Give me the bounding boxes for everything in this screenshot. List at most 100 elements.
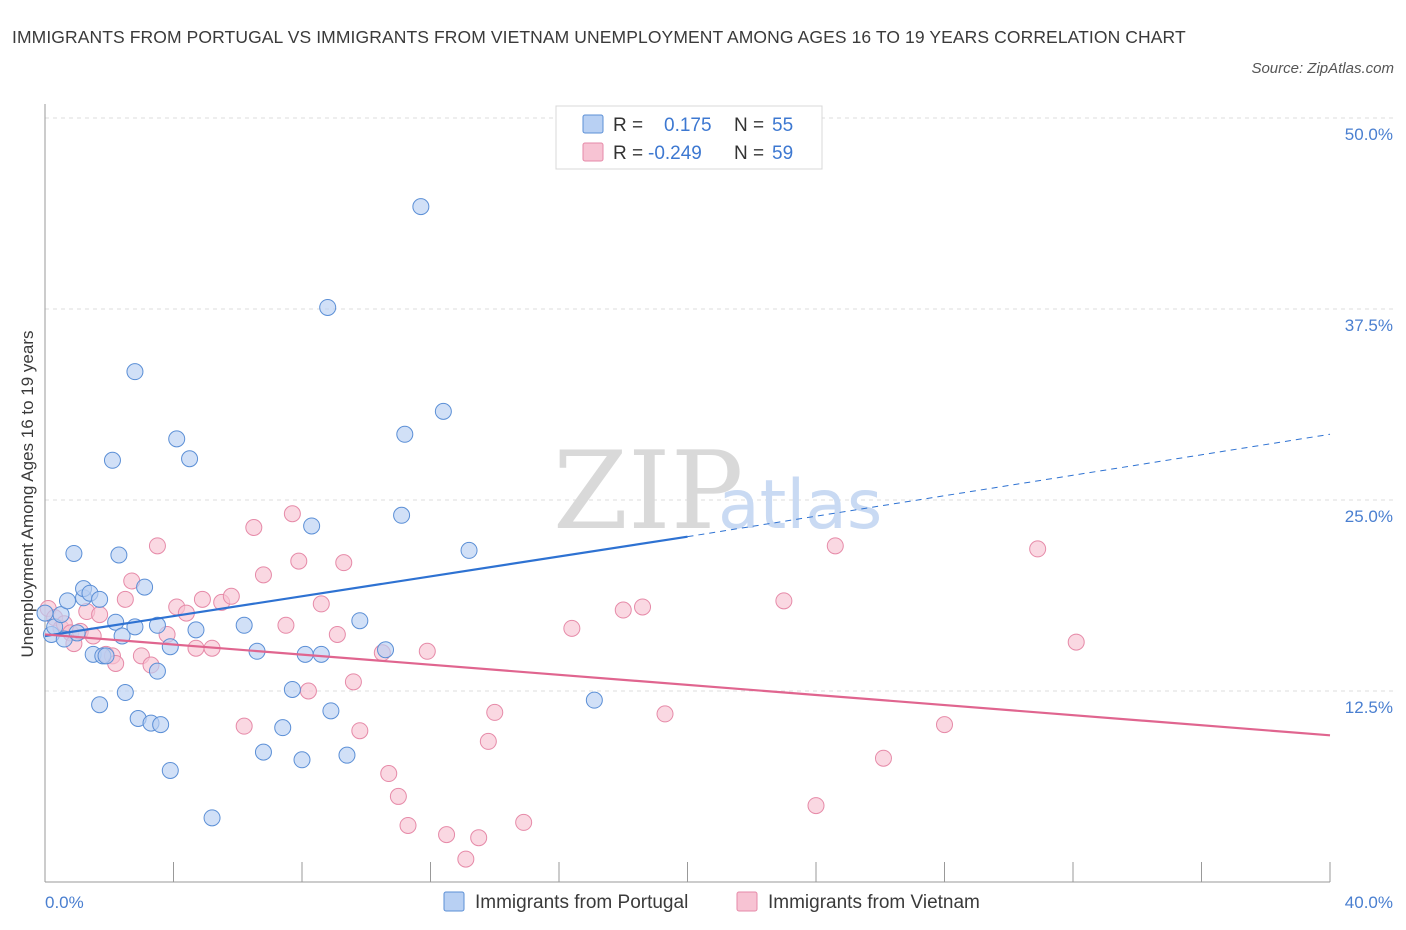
point-portugal-44 <box>319 298 337 316</box>
point-portugal-31 <box>168 430 186 448</box>
point-vietnam-45 <box>470 829 488 847</box>
point-portugal-46 <box>338 746 356 764</box>
point-portugal-54 <box>585 691 603 709</box>
point-portugal-42 <box>303 517 321 535</box>
legend-r-value-vietnam: -0.249 <box>648 143 702 164</box>
point-vietnam-37 <box>351 722 369 740</box>
point-portugal-32 <box>181 450 199 468</box>
point-portugal-51 <box>412 198 430 216</box>
point-portugal-45 <box>322 702 340 720</box>
point-portugal-3 <box>52 606 70 624</box>
source-credit: Source: ZipAtlas.com <box>1251 60 1394 77</box>
point-portugal-37 <box>254 743 272 761</box>
point-portugal-34 <box>203 809 221 827</box>
legend-n-value-vietnam: 59 <box>772 143 793 164</box>
trend-line-vietnam <box>44 633 1331 737</box>
point-vietnam-44 <box>457 850 475 868</box>
point-vietnam-31 <box>290 552 308 570</box>
x-tick-labels: 0.0% 40.0% <box>45 893 1393 912</box>
point-portugal-24 <box>136 578 154 596</box>
watermark-atlas: atlas <box>718 466 882 545</box>
point-vietnam-49 <box>563 619 581 637</box>
bottom-legend-portugal: Immigrants from Portugal <box>475 892 688 913</box>
point-vietnam-34 <box>328 625 346 643</box>
point-portugal-43 <box>312 645 330 663</box>
legend-r-label-portugal: R = <box>613 115 643 136</box>
point-vietnam-27 <box>245 519 263 537</box>
point-portugal-39 <box>283 680 301 698</box>
point-portugal-0 <box>36 604 54 622</box>
bottom-swatch-portugal <box>443 891 465 912</box>
point-portugal-16 <box>103 451 121 469</box>
point-vietnam-21 <box>187 639 205 657</box>
point-vietnam-33 <box>312 595 330 613</box>
point-portugal-12 <box>91 696 109 714</box>
point-vietnam-41 <box>399 816 417 834</box>
point-portugal-50 <box>396 425 414 443</box>
point-vietnam-42 <box>418 642 436 660</box>
legend-n-label-vietnam: N = <box>734 143 764 164</box>
series-legend: Immigrants from Portugal Immigrants from… <box>443 891 980 913</box>
point-vietnam-13 <box>116 590 134 608</box>
point-portugal-15 <box>97 647 115 665</box>
point-vietnam-26 <box>235 717 253 735</box>
point-vietnam-54 <box>807 797 825 815</box>
watermark: ZIP atlas <box>553 429 882 554</box>
point-vietnam-59 <box>1067 633 1085 651</box>
y-axis-label: Unemployment Among Ages 16 to 19 years <box>18 331 37 658</box>
point-portugal-33 <box>187 621 205 639</box>
point-portugal-27 <box>148 616 166 634</box>
point-portugal-49 <box>393 506 411 524</box>
point-portugal-13 <box>91 590 109 608</box>
y-tick-label-0: 12.5% <box>1345 698 1393 717</box>
point-vietnam-36 <box>344 673 362 691</box>
point-vietnam-30 <box>283 505 301 523</box>
legend-swatch-vietnam <box>582 142 604 162</box>
gridlines <box>45 117 1393 692</box>
point-vietnam-51 <box>634 598 652 616</box>
stats-legend: R = 0.175 N = 55 R = -0.249 N = 59 <box>555 105 823 170</box>
point-vietnam-46 <box>479 732 497 750</box>
point-portugal-29 <box>161 761 179 779</box>
chart-title: IMMIGRANTS FROM PORTUGAL VS IMMIGRANTS F… <box>12 27 1186 47</box>
point-vietnam-40 <box>389 787 407 805</box>
point-portugal-47 <box>351 612 369 630</box>
point-portugal-38 <box>274 719 292 737</box>
point-portugal-48 <box>377 641 395 659</box>
point-portugal-53 <box>460 541 478 559</box>
point-vietnam-58 <box>1029 540 1047 558</box>
y-tick-labels: 12.5% 25.0% 37.5% 50.0% <box>1345 125 1393 717</box>
legend-swatch-portugal <box>582 114 604 134</box>
point-vietnam-29 <box>277 616 295 634</box>
point-portugal-22 <box>126 363 144 381</box>
point-vietnam-39 <box>380 765 398 783</box>
point-portugal-35 <box>235 616 253 634</box>
point-portugal-52 <box>434 402 452 420</box>
point-vietnam-25 <box>222 587 240 605</box>
point-vietnam-17 <box>148 537 166 555</box>
legend-n-value-portugal: 55 <box>772 115 793 136</box>
point-portugal-26 <box>148 662 166 680</box>
x-tick-label-min: 0.0% <box>45 893 84 912</box>
point-vietnam-55 <box>826 537 844 555</box>
point-portugal-20 <box>116 684 134 702</box>
point-vietnam-35 <box>335 554 353 572</box>
x-tick-label-max: 40.0% <box>1345 893 1393 912</box>
point-vietnam-56 <box>874 749 892 767</box>
y-tick-label-3: 50.0% <box>1345 125 1393 144</box>
y-tick-label-1: 25.0% <box>1345 507 1393 526</box>
point-portugal-28 <box>152 716 170 734</box>
point-vietnam-57 <box>936 716 953 734</box>
point-vietnam-43 <box>438 826 456 844</box>
point-vietnam-28 <box>254 566 272 584</box>
point-vietnam-52 <box>656 705 674 723</box>
bottom-swatch-vietnam <box>736 891 758 912</box>
point-portugal-5 <box>58 592 76 610</box>
legend-r-label-vietnam: R = <box>613 143 643 164</box>
data-points <box>36 198 1085 868</box>
point-vietnam-50 <box>614 601 632 619</box>
point-portugal-30 <box>161 638 179 656</box>
point-portugal-18 <box>110 546 128 564</box>
bottom-legend-vietnam: Immigrants from Vietnam <box>768 892 980 913</box>
